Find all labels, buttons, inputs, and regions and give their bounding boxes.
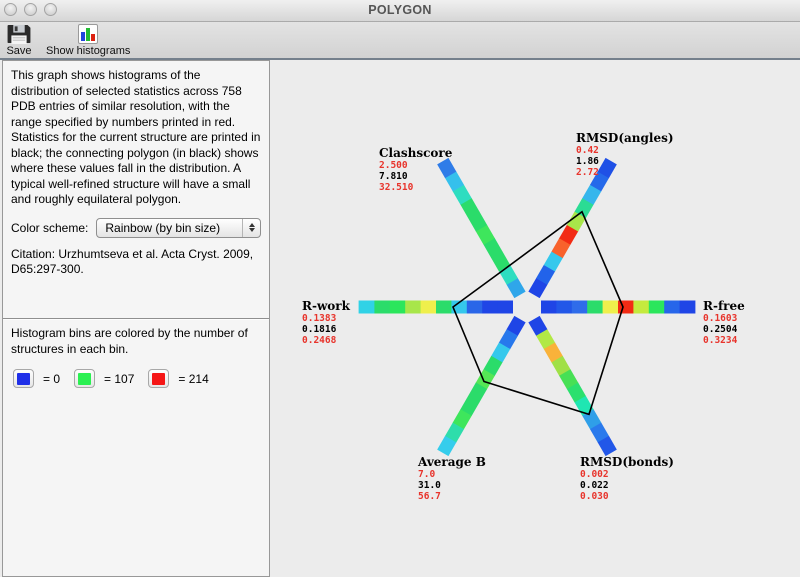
axis-max-rmsd_angles: 2.72 — [576, 167, 599, 178]
color-scheme-value: Rainbow (by bin size) — [105, 220, 221, 235]
axis-value-clashscore: 7.810 — [379, 171, 408, 182]
axis-bar-rwork — [358, 300, 513, 314]
show-histograms-button[interactable]: Show histograms — [46, 24, 130, 57]
axis-min-avg_b: 7.0 — [418, 469, 436, 480]
legend-swatch-1[interactable] — [74, 369, 96, 388]
axis-min-clashscore: 2.500 — [379, 160, 408, 171]
save-floppy-icon — [7, 24, 31, 44]
axis-max-clashscore: 32.510 — [379, 182, 414, 193]
window-title: POLYGON — [368, 3, 432, 17]
content: This graph shows histograms of the distr… — [0, 60, 800, 577]
sidebar-info-section: This graph shows histograms of the distr… — [3, 61, 269, 318]
axis-value-rmsd_angles: 1.86 — [576, 156, 599, 167]
toolbar: Save Show histograms — [0, 22, 800, 60]
description-text: This graph shows histograms of the distr… — [11, 68, 261, 206]
axis-name-rwork: R-work — [302, 299, 350, 313]
axis-bar-avg_b — [437, 315, 526, 457]
close-button[interactable] — [4, 3, 17, 16]
axis-value-rwork: 0.1816 — [302, 324, 337, 335]
axis-label-rmsd_bonds: RMSD(bonds) 0.002 0.022 0.030 — [580, 455, 674, 503]
axis-bar-rmsd_bonds — [528, 315, 617, 457]
axis-name-rfree: R-free — [703, 299, 745, 313]
polygon-plot: Clashscore 2.500 7.810 32.510 RMSD(angles) 0.… — [270, 60, 800, 577]
window-controls — [4, 3, 57, 16]
axis-label-rfree: R-free 0.1603 0.2504 0.3234 — [703, 299, 745, 347]
axis-min-rwork: 0.1383 — [302, 313, 337, 324]
sidebar: This graph shows histograms of the distr… — [2, 60, 270, 577]
save-button[interactable]: Save — [6, 24, 32, 57]
axis-value-rfree: 0.2504 — [703, 324, 738, 335]
axis-label-avg_b: Average B 7.0 31.0 56.7 — [418, 455, 486, 503]
current-structure-polygon — [452, 210, 624, 416]
axis-min-rmsd_angles: 0.42 — [576, 145, 599, 156]
axis-bar-rfree — [541, 300, 696, 314]
legend-row: = 0 = 107 = 214 — [11, 369, 261, 388]
axis-max-rfree: 0.3234 — [703, 335, 738, 346]
axis-min-rfree: 0.1603 — [703, 313, 738, 324]
axis-bar-rmsd_angles — [528, 157, 617, 299]
save-button-label: Save — [6, 45, 32, 57]
legend-swatch-2[interactable] — [148, 369, 170, 388]
polygon-chart-svg — [358, 157, 696, 457]
legend-label-2: = 214 — [178, 371, 209, 386]
axis-label-rmsd_angles: RMSD(angles) 0.42 1.86 2.72 — [576, 131, 674, 179]
show-histograms-label: Show histograms — [46, 45, 131, 57]
axis-name-rmsd_angles: RMSD(angles) — [576, 131, 674, 145]
axis-max-rmsd_bonds: 0.030 — [580, 491, 609, 502]
legend-swatch-0[interactable] — [13, 369, 34, 388]
color-scheme-label: Color scheme: — [11, 220, 89, 235]
citation-text: Citation: Urzhumtseva et al. Acta Cryst.… — [11, 246, 254, 277]
legend-heading: Histogram bins are colored by the number… — [11, 326, 248, 356]
histogram-icon — [78, 24, 99, 44]
legend-item-2: = 214 — [148, 369, 209, 388]
axis-max-rwork: 0.2468 — [302, 335, 337, 346]
axis-name-clashscore: Clashscore — [379, 146, 453, 160]
legend-item-0: = 0 — [13, 369, 60, 388]
legend-item-1: = 107 — [74, 369, 134, 388]
titlebar: POLYGON — [0, 0, 800, 22]
sidebar-legend-section: Histogram bins are colored by the number… — [3, 318, 269, 576]
axis-value-avg_b: 31.0 — [418, 480, 441, 491]
color-scheme-row: Color scheme: Rainbow (by bin size) — [11, 217, 261, 238]
stepper-arrows-icon — [242, 218, 260, 237]
legend-label-0: = 0 — [43, 371, 61, 386]
axis-name-avg_b: Average B — [418, 455, 486, 469]
zoom-button[interactable] — [44, 3, 57, 16]
axis-label-rwork: R-work 0.1383 0.1816 0.2468 — [302, 299, 350, 347]
axis-value-rmsd_bonds: 0.022 — [580, 480, 609, 491]
axis-max-avg_b: 56.7 — [418, 491, 441, 502]
axis-label-clashscore: Clashscore 2.500 7.810 32.510 — [379, 146, 453, 194]
color-scheme-select[interactable]: Rainbow (by bin size) — [96, 217, 261, 238]
legend-label-1: = 107 — [104, 371, 135, 386]
axis-min-rmsd_bonds: 0.002 — [580, 469, 609, 480]
axis-name-rmsd_bonds: RMSD(bonds) — [580, 455, 674, 469]
minimize-button[interactable] — [24, 3, 37, 16]
